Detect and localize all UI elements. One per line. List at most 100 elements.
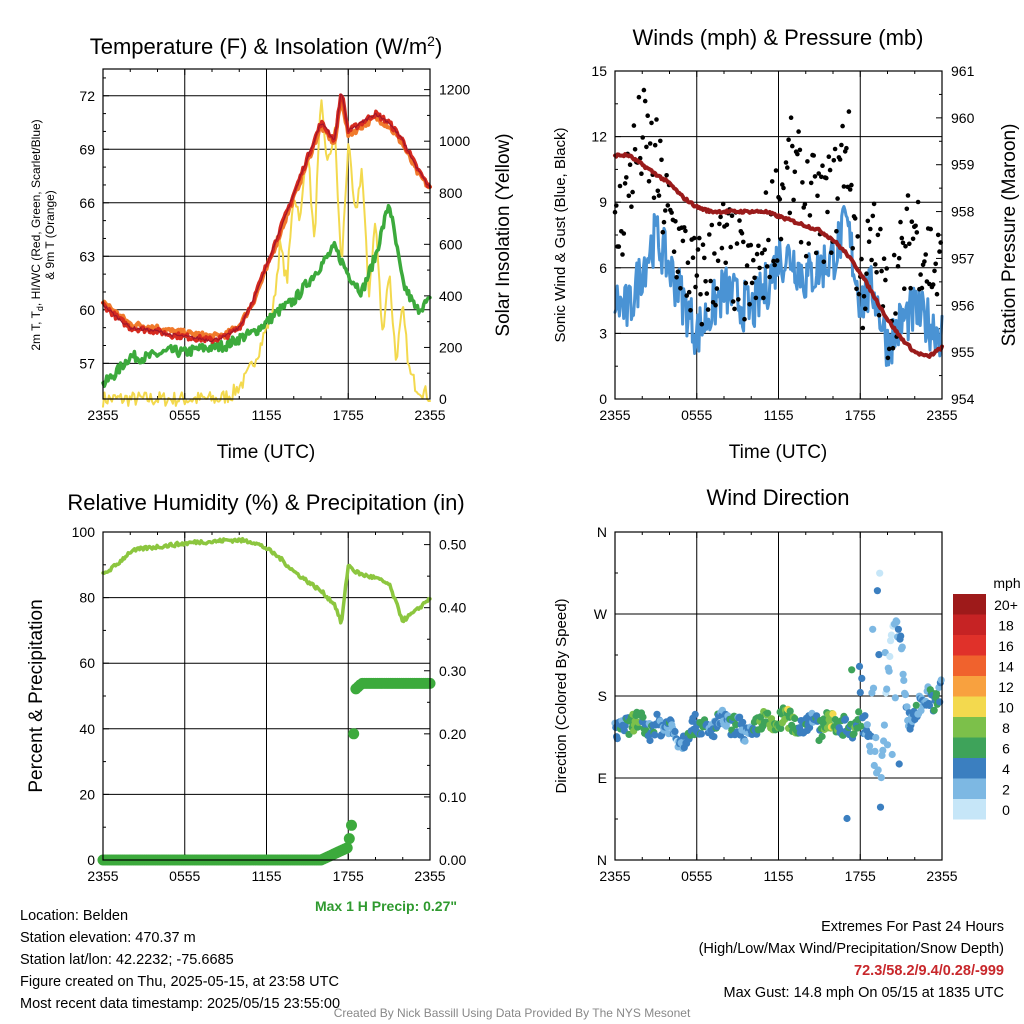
gust-point <box>826 154 832 159</box>
direction-point <box>777 724 785 733</box>
gust-point <box>766 237 771 243</box>
gust-point <box>739 231 745 236</box>
gust-point <box>655 188 661 194</box>
gust-point <box>914 230 920 235</box>
y2-tick-label: 0.20 <box>439 726 466 742</box>
y-tick-label: 100 <box>72 524 96 540</box>
gust-point <box>805 159 810 164</box>
gust-point <box>621 231 627 236</box>
direction-point <box>855 708 863 716</box>
gust-point <box>736 297 741 302</box>
y-tick-label: E <box>598 770 607 786</box>
gust-point <box>871 201 877 207</box>
legend-label: 12 <box>998 679 1014 695</box>
gust-point <box>695 247 701 252</box>
gust-point <box>773 168 779 173</box>
gust-point <box>778 236 784 242</box>
x-tick-label: 1155 <box>763 407 793 423</box>
gust-point <box>713 302 718 308</box>
gust-point <box>896 255 902 261</box>
direction-point <box>829 710 837 718</box>
direction-point <box>893 618 901 626</box>
gust-point <box>816 171 821 176</box>
gust-point <box>874 270 879 275</box>
gust-point <box>757 265 762 271</box>
plot-border <box>614 531 943 861</box>
pressure-axis-label: Station Pressure (Maroon) <box>999 124 1020 347</box>
gust-point <box>777 197 783 202</box>
gust-point <box>884 266 889 271</box>
direction-point <box>741 737 749 745</box>
gust-point <box>691 235 697 241</box>
direction-point <box>875 651 883 659</box>
meteogram-figure: Temperature (F) & Insolation (W/m2) Wind… <box>26 25 1021 914</box>
gust-point <box>788 115 794 120</box>
direction-point <box>806 724 814 732</box>
x-tick-label: 2355 <box>87 868 118 884</box>
extremes-fields: (High/Low/Max Wind/Precipitation/Snow De… <box>698 941 1004 957</box>
direction-point <box>866 742 874 750</box>
dewpoint-series <box>101 203 432 389</box>
y-tick-label: 0 <box>87 852 95 868</box>
legend-swatch <box>953 655 986 676</box>
gust-point <box>697 235 702 241</box>
y-tick-label: 12 <box>591 129 607 145</box>
gust-point <box>908 285 913 291</box>
gust-point <box>663 208 668 213</box>
temperature-left-axis-label: 2m T, Td, HI/WC (Red, Green, Scarlet/Blu… <box>29 119 45 350</box>
gust-point <box>891 252 897 258</box>
direction-point <box>764 709 772 717</box>
y-tick-label: 3 <box>599 325 607 341</box>
precip-point <box>341 842 353 854</box>
winds-plot: 2355 0555 1155 1755 235503691215954955956957… <box>591 63 974 423</box>
gust-point <box>658 138 663 144</box>
y2-tick-label: 954 <box>951 391 975 407</box>
gust-point <box>649 120 654 126</box>
temperature-x-axis-label: Time (UTC) <box>217 442 316 463</box>
y-tick-label: 57 <box>79 355 95 371</box>
direction-point <box>873 587 882 595</box>
x-tick-label: 1755 <box>845 868 876 884</box>
gust-point <box>866 239 872 244</box>
y-tick-label: N <box>597 524 607 540</box>
direction-point <box>880 721 889 729</box>
legend-swatch <box>953 594 986 615</box>
gust-point <box>683 228 688 234</box>
wind-axis-label: Sonic Wind & Gust (Blue, Black) <box>552 127 569 342</box>
y2-tick-label: 959 <box>951 157 975 173</box>
gust-point <box>797 147 803 153</box>
gust-point <box>856 291 862 297</box>
gust-point <box>624 175 629 180</box>
x-tick-label: 1155 <box>251 407 281 423</box>
gust-point <box>935 232 941 238</box>
y2-tick-label: 1000 <box>439 133 470 149</box>
x-tick-label: 1755 <box>333 868 364 884</box>
gust-point <box>744 263 750 268</box>
gust-point <box>865 218 871 224</box>
insolation-series <box>102 99 431 408</box>
y2-tick-label: 0.30 <box>439 663 466 679</box>
gust-point <box>630 189 635 195</box>
legend-label: 16 <box>998 638 1014 654</box>
gust-point <box>685 260 691 266</box>
gust-point <box>905 193 911 198</box>
gust-point <box>636 94 642 100</box>
gust-point <box>762 247 767 252</box>
y2-tick-label: 956 <box>951 297 975 313</box>
direction-point <box>895 760 903 768</box>
y2-tick-label: 960 <box>951 110 975 126</box>
gust-point <box>707 232 712 237</box>
direction-point <box>876 569 884 577</box>
plot-border <box>102 68 431 400</box>
gust-point <box>645 113 650 118</box>
direction-point <box>843 814 851 823</box>
direction-point <box>653 710 661 718</box>
legend-swatch <box>953 737 986 758</box>
credit-text: Created By Nick Bassill Using Data Provi… <box>333 1006 691 1020</box>
gust-point <box>913 223 918 229</box>
direction-point <box>912 701 920 709</box>
gust-point <box>642 98 648 104</box>
gust-point <box>783 160 789 165</box>
gust-point <box>698 292 703 297</box>
